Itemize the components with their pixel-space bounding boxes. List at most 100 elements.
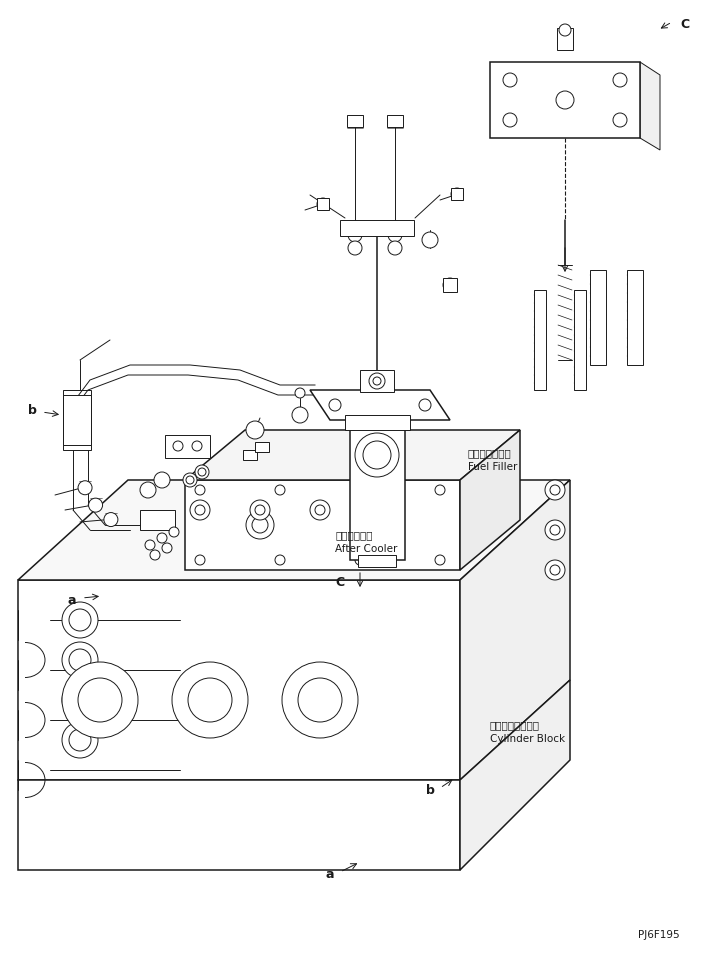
Bar [387, 115, 403, 127]
Polygon shape [63, 390, 91, 450]
Text: Fuel Filler: Fuel Filler [468, 462, 518, 472]
Polygon shape [18, 780, 460, 870]
Circle shape [62, 642, 98, 678]
Polygon shape [185, 430, 520, 480]
Circle shape [255, 505, 265, 515]
Circle shape [62, 682, 98, 718]
Circle shape [376, 511, 404, 539]
Circle shape [140, 482, 156, 498]
Circle shape [451, 188, 463, 200]
Circle shape [355, 485, 365, 495]
Circle shape [62, 662, 138, 738]
Text: b: b [27, 403, 37, 417]
Polygon shape [185, 480, 460, 570]
Bar [347, 115, 363, 127]
Circle shape [315, 505, 325, 515]
Circle shape [556, 91, 574, 109]
Circle shape [559, 24, 571, 36]
Circle shape [435, 555, 445, 565]
Bar [255, 442, 269, 452]
Circle shape [62, 602, 98, 638]
Circle shape [172, 662, 248, 738]
Bar [350, 420, 405, 560]
Circle shape [329, 399, 341, 411]
Circle shape [370, 500, 390, 520]
Circle shape [69, 689, 91, 711]
Text: フェルフィルタ: フェルフィルタ [468, 448, 512, 458]
Bar [340, 220, 414, 236]
Bar [360, 370, 394, 392]
Circle shape [275, 555, 285, 565]
Polygon shape [460, 430, 520, 570]
Bar [557, 28, 573, 50]
Circle shape [195, 505, 205, 515]
Bar [590, 270, 606, 365]
Text: a: a [325, 869, 334, 881]
Text: C: C [336, 575, 345, 588]
Circle shape [275, 485, 285, 495]
Text: アフタクーラ: アフタクーラ [335, 530, 372, 540]
Bar [63, 395, 91, 445]
Circle shape [613, 113, 627, 127]
Circle shape [69, 609, 91, 631]
Text: b: b [426, 783, 434, 797]
Circle shape [295, 388, 305, 398]
Circle shape [183, 473, 197, 487]
Circle shape [78, 678, 122, 722]
Circle shape [162, 543, 172, 553]
Circle shape [150, 550, 160, 560]
Circle shape [503, 73, 517, 87]
Circle shape [550, 525, 560, 535]
Circle shape [310, 500, 330, 520]
Circle shape [388, 241, 402, 255]
Polygon shape [140, 510, 175, 530]
Text: Cylinder Block: Cylinder Block [490, 734, 565, 744]
Circle shape [298, 678, 342, 722]
Circle shape [545, 560, 565, 580]
Text: PJ6F195: PJ6F195 [639, 930, 680, 940]
Circle shape [104, 513, 118, 526]
Circle shape [550, 565, 560, 575]
Polygon shape [18, 580, 460, 780]
Bar [358, 555, 396, 567]
Bar [317, 198, 329, 210]
Circle shape [292, 407, 308, 423]
Circle shape [355, 555, 365, 565]
Polygon shape [460, 680, 570, 870]
Circle shape [363, 441, 391, 469]
Text: C: C [680, 18, 690, 31]
Bar [243, 450, 257, 460]
Circle shape [422, 232, 438, 248]
Bar [451, 188, 463, 200]
Text: After Cooler: After Cooler [335, 544, 397, 554]
Circle shape [173, 441, 183, 451]
Circle shape [348, 241, 362, 255]
Circle shape [192, 441, 202, 451]
Circle shape [252, 517, 268, 533]
Circle shape [78, 481, 92, 494]
Circle shape [89, 498, 102, 512]
Circle shape [169, 527, 179, 537]
Circle shape [190, 500, 210, 520]
Circle shape [348, 228, 362, 242]
Circle shape [388, 228, 402, 242]
Circle shape [375, 505, 385, 515]
Bar [345, 415, 410, 430]
Circle shape [186, 476, 194, 484]
Circle shape [550, 485, 560, 495]
Polygon shape [460, 480, 570, 780]
Circle shape [145, 540, 155, 550]
Circle shape [369, 373, 385, 389]
Circle shape [545, 520, 565, 540]
Polygon shape [165, 435, 210, 458]
Circle shape [62, 722, 98, 758]
Circle shape [246, 511, 274, 539]
Bar [574, 290, 586, 390]
Polygon shape [490, 62, 640, 138]
Polygon shape [18, 480, 570, 580]
Bar [627, 270, 643, 365]
Text: a: a [68, 593, 76, 607]
Circle shape [188, 678, 232, 722]
Circle shape [317, 198, 329, 210]
Circle shape [419, 399, 431, 411]
